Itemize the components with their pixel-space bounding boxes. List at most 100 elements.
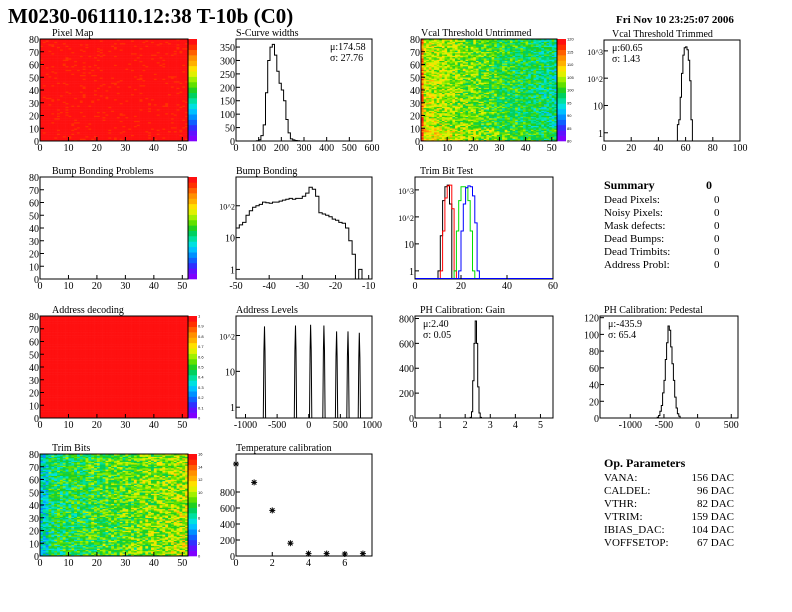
heatmap-cell: [176, 40, 180, 42]
heatmap-cell: [119, 83, 123, 86]
heatmap-cell: [99, 81, 103, 83]
heatmap-cell: [176, 128, 180, 130]
heatmap-cell: [42, 114, 46, 116]
heatmap-cell: [156, 49, 160, 51]
heatmap-cell: [153, 87, 157, 90]
heatmap-cell: [59, 67, 64, 69]
heatmap-cell: [45, 64, 49, 67]
heatmap-cell: [142, 114, 146, 116]
heatmap-cell: [48, 120, 52, 123]
heatmap-cell: [51, 68, 55, 70]
heatmap-cell: [79, 67, 83, 69]
heatmap-cell: [151, 88, 155, 91]
heatmap-cell: [179, 72, 183, 74]
heatmap-cell: [79, 60, 83, 63]
heatmap-cell: [108, 50, 112, 53]
heatmap-cell: [105, 87, 109, 90]
heatmap-cell: [59, 82, 64, 84]
heatmap-cell: [105, 137, 109, 139]
heatmap-cell: [96, 87, 101, 90]
heatmap-cell: [122, 60, 126, 63]
heatmap-cell: [148, 77, 152, 79]
heatmap-cell: [182, 106, 186, 109]
heatmap-cell: [71, 98, 75, 101]
heatmap-cell: [153, 75, 157, 78]
heatmap-cell: [128, 67, 132, 69]
heatmap-cell: [173, 114, 177, 116]
heatmap-cell: [96, 119, 101, 121]
heatmap-cell: [102, 116, 106, 119]
heatmap-cell: [105, 95, 109, 97]
heatmap-cell: [179, 44, 183, 46]
heatmap-cell: [42, 44, 46, 46]
heatmap-cell: [153, 132, 157, 134]
heatmap-cell: [173, 39, 177, 41]
heatmap-cell: [79, 68, 83, 70]
heatmap-cell: [96, 128, 101, 130]
heatmap-cell: [51, 73, 55, 75]
heatmap-cell: [102, 56, 106, 59]
heatmap-cell: [168, 100, 172, 102]
heatmap-cell: [96, 132, 101, 134]
heatmap-cell: [142, 95, 146, 97]
heatmap-cell: [45, 95, 49, 97]
heatmap-cell: [179, 40, 183, 42]
heatmap-cell: [45, 133, 49, 135]
heatmap-cell: [96, 63, 101, 65]
heatmap-cell: [45, 109, 49, 111]
heatmap-cell: [114, 87, 118, 90]
heatmap-cell: [133, 73, 138, 75]
heatmap-cell: [145, 138, 149, 141]
heatmap-cell: [40, 77, 44, 79]
heatmap-cell: [42, 56, 46, 59]
heatmap-cell: [54, 79, 58, 82]
heatmap-cell: [54, 68, 58, 70]
heatmap-cell: [79, 45, 83, 47]
heatmap-cell: [68, 86, 72, 88]
heatmap-cell: [133, 132, 138, 134]
heatmap-cell: [94, 70, 98, 73]
heatmap-cell: [105, 121, 109, 124]
heatmap-cell: [153, 84, 157, 87]
heatmap-cell: [131, 109, 135, 111]
heatmap-cell: [162, 58, 166, 60]
heatmap-cell: [108, 56, 112, 59]
heatmap-cell: [145, 105, 149, 107]
heatmap-cell: [82, 137, 86, 139]
heatmap-cell: [170, 102, 175, 105]
heatmap-cell: [165, 55, 169, 58]
heatmap-cell: [142, 124, 146, 126]
palette-swatch: [188, 81, 197, 88]
heatmap-cell: [131, 115, 135, 118]
heatmap-cell: [125, 54, 129, 56]
heatmap-cell: [131, 132, 135, 134]
heatmap-cell: [59, 137, 64, 139]
heatmap-cell: [102, 50, 106, 53]
heatmap-cell: [45, 123, 49, 125]
heatmap-cell: [159, 86, 163, 88]
heatmap-cell: [82, 98, 86, 101]
heatmap-cell: [94, 116, 98, 119]
heatmap-cell: [114, 110, 118, 112]
heatmap-cell: [108, 67, 112, 69]
heatmap-cell: [182, 137, 186, 139]
heatmap-cell: [125, 51, 129, 54]
heatmap-cell: [88, 100, 92, 102]
heatmap-cell: [170, 74, 175, 77]
heatmap-cell: [96, 126, 101, 129]
heatmap-cell: [96, 102, 101, 105]
heatmap-cell: [170, 53, 175, 55]
heatmap-cell: [79, 74, 83, 77]
heatmap-cell: [165, 118, 169, 120]
heatmap-cell: [77, 42, 81, 45]
heatmap-cell: [82, 86, 86, 88]
heatmap-cell: [51, 51, 55, 54]
heatmap-cell: [79, 92, 83, 95]
heatmap-cell: [170, 42, 175, 45]
heatmap-cell: [125, 119, 129, 121]
heatmap-cell: [125, 128, 129, 130]
heatmap-cell: [45, 45, 49, 47]
heatmap-cell: [133, 82, 138, 84]
heatmap-cell: [111, 98, 115, 101]
heatmap-cell: [142, 125, 146, 128]
